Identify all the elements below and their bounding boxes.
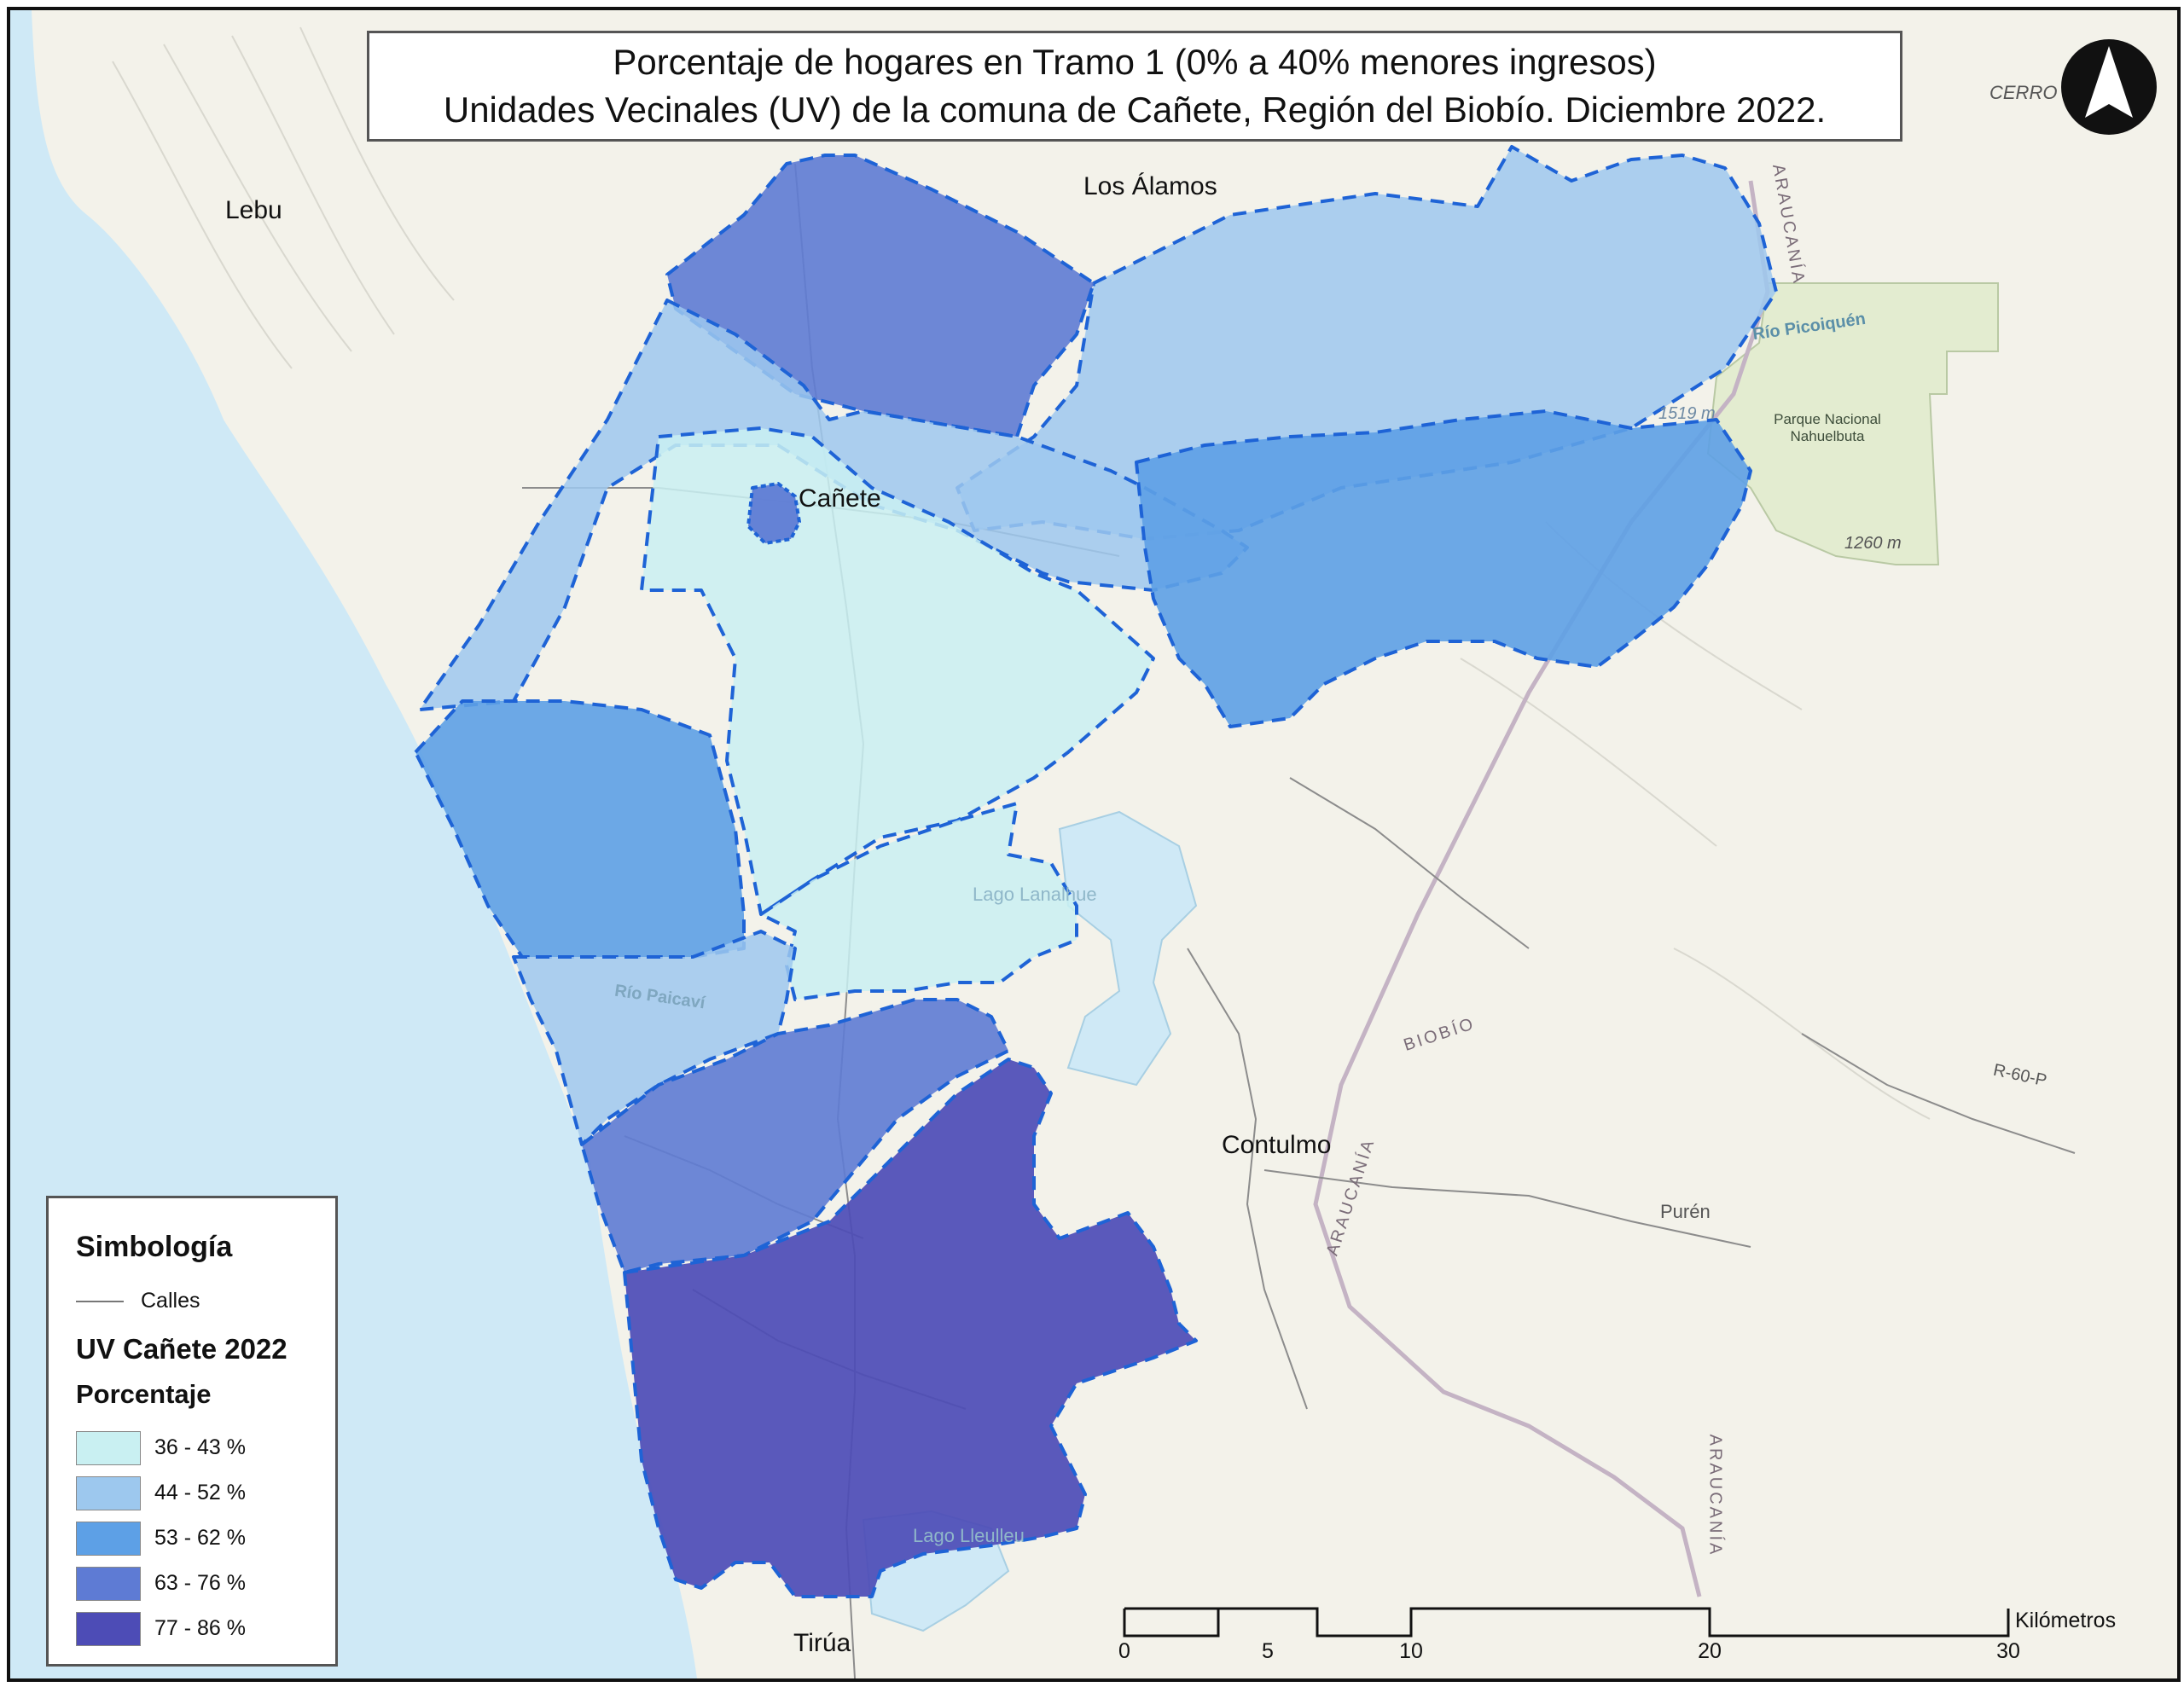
map-title: Porcentaje de hogares en Tramo 1 (0% a 4… [367,31,1902,142]
legend-class-label: 53 - 62 % [154,1526,247,1550]
uv-polygon-lanalhue [759,802,1078,1001]
terrain-lines [112,26,1931,1120]
legend-class-label: 44 - 52 % [154,1481,247,1504]
scale-tick-label: 5 [1262,1639,1274,1663]
legend-class-row: 53 - 62 % [76,1516,246,1561]
place-label-elev-1260: 1260 m [1844,534,1902,553]
place-label-lebu: Lebu [225,196,282,224]
legend-field-title: Porcentaje [76,1379,212,1409]
place-label-puren: Purén [1660,1201,1711,1222]
place-label-cerro: CERRO [1989,82,2058,103]
legend-class-label: 36 - 43 % [154,1435,247,1459]
legend-swatch [76,1566,141,1601]
place-label-lago-lleulleu: Lago Lleulleu [913,1525,1025,1546]
scale-bar-graphic [1123,1607,2010,1638]
legend-swatch [76,1521,141,1556]
legend-class-row: 44 - 52 % [76,1470,246,1516]
scale-tick-label: 10 [1399,1639,1423,1663]
scale-unit-label: Kilómetros [2015,1609,2117,1632]
legend-roads-row: Calles [76,1289,200,1313]
scale-tick-label: 30 [1996,1639,2020,1663]
place-label-canete: Cañete [799,484,881,513]
uv-polygon-west [414,699,746,959]
region-label-araucania-se: ARAUCANÍA [1705,1434,1725,1557]
scale-tick-label: 20 [1698,1639,1722,1663]
legend-class-row: 77 - 86 % [76,1606,246,1651]
legend-class-label: 63 - 76 % [154,1571,247,1595]
place-label-lago-lanalhue: Lago Lanalhue [973,884,1097,905]
legend-swatch [76,1430,141,1465]
uv-polygon-sw [512,930,797,1146]
map-frame: Porcentaje de hogares en Tramo 1 (0% a 4… [7,7,2181,1682]
uv-polygon-south [623,1058,1198,1598]
place-label-elev-1519: 1519 m [1658,404,1716,423]
legend-swatch [76,1475,141,1510]
uv-polygon-urban [746,482,801,545]
place-label-park: Parque Nacional Nahuelbuta [1774,411,1881,444]
north-arrow-icon [2061,39,2157,135]
map-canvas [10,10,2177,1678]
regional-boundary [1313,180,1770,1597]
road-line-symbol [76,1300,124,1302]
legend-panel: Simbología Calles UV Cañete 2022 Porcent… [46,1196,338,1667]
legend-title: Simbología [76,1231,233,1263]
scale-tick-label: 0 [1118,1639,1130,1663]
place-label-contulmo: Contulmo [1222,1131,1332,1159]
legend-swatch [76,1611,141,1646]
legend-roads-label: Calles [141,1289,200,1313]
map-title-line-2: Unidades Vecinales (UV) de la comuna de … [443,90,1827,130]
uv-polygon-nw [418,299,1249,711]
place-label-los-alamos: Los Álamos [1083,172,1217,200]
lago-lanalhue [1058,810,1198,1087]
legend-class-row: 63 - 76 % [76,1561,246,1606]
national-park-area [1706,282,1999,565]
legend-class-label: 77 - 86 % [154,1616,247,1640]
legend-layer-title: UV Cañete 2022 [76,1333,288,1365]
uv-polygon-central [640,426,1155,916]
place-label-tirua: Tirúa [793,1629,851,1657]
uv-polygon-east [1135,409,1752,728]
legend-classes: 36 - 43 % 44 - 52 % 53 - 62 % 63 - 76 % … [76,1425,246,1651]
scale-bar: 0 5 10 20 30 Kilómetros [1111,1605,2152,1673]
map-title-line-1: Porcentaje de hogares en Tramo 1 (0% a 4… [613,42,1657,82]
uv-polygon-s [580,998,1010,1274]
uv-polygons [414,145,1778,1598]
legend-class-row: 36 - 43 % [76,1425,246,1470]
